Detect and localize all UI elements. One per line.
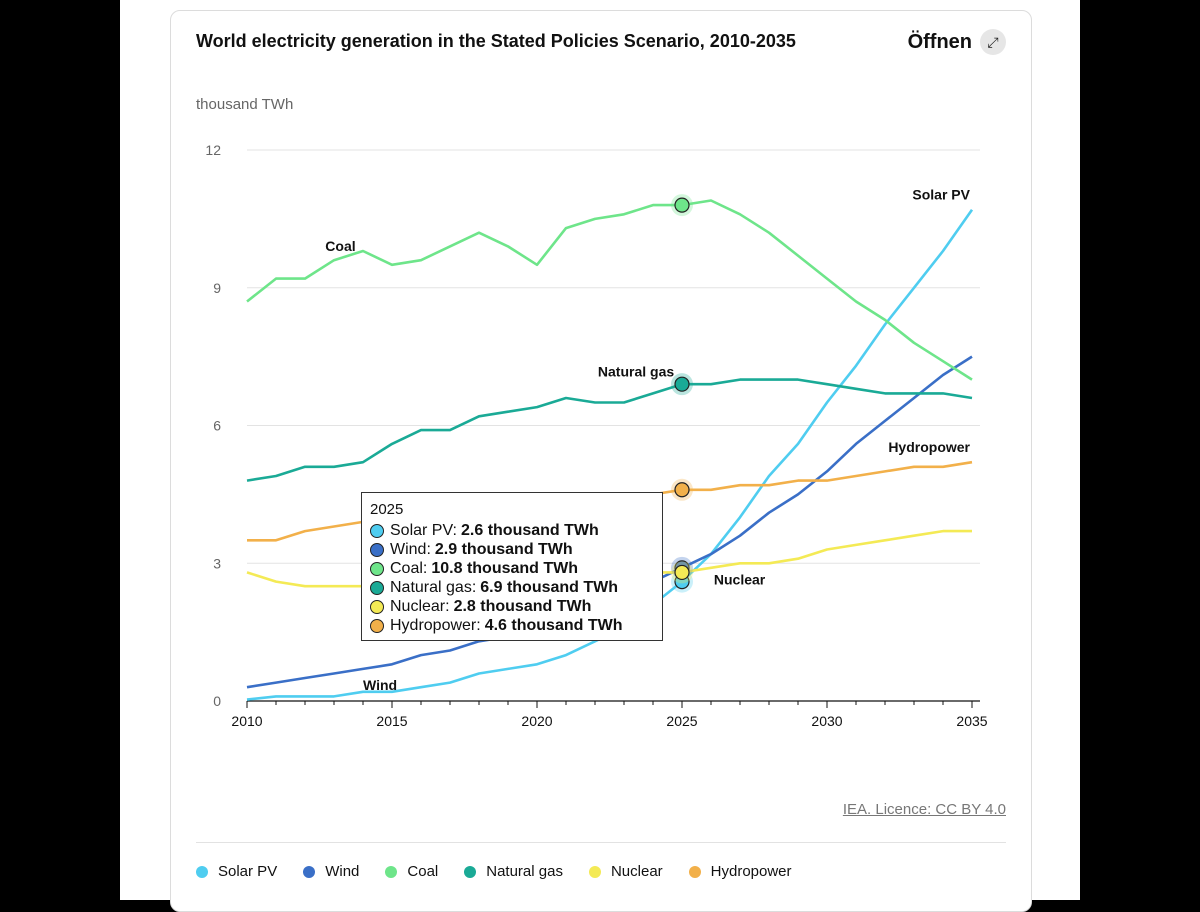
tooltip-value: 2.8 thousand TWh xyxy=(453,597,592,615)
line-chart: 0 3 6 9 12 2010 2015 2020 2025 2030 2035 Solar PV Wi… xyxy=(205,142,987,729)
tooltip-row: Wind: 2.9 thousand TWh xyxy=(370,540,654,559)
y-tick-label: 6 xyxy=(213,418,221,434)
legend-swatch xyxy=(385,865,398,878)
tooltip-value: 2.9 thousand TWh xyxy=(434,540,573,558)
legend-swatch xyxy=(196,865,208,878)
tooltip-row: Solar PV: 2.6 thousand TWh xyxy=(370,521,654,540)
legend-label: Solar PV xyxy=(218,863,278,880)
series-label-hydropower: Hydropower xyxy=(888,439,970,455)
tooltip-swatch xyxy=(370,599,384,614)
x-tick-label: 2020 xyxy=(521,713,552,729)
legend-item-nuclear[interactable]: Nuclear xyxy=(588,863,663,880)
x-tick-label: 2035 xyxy=(956,713,987,729)
tooltip-series-label: Wind: xyxy=(390,540,431,558)
data-point-hydropower-2025 xyxy=(674,482,690,498)
series-label-solar-pv: Solar PV xyxy=(912,187,970,203)
tooltip-row: Nuclear: 2.8 thousand TWh xyxy=(370,597,654,616)
tooltip-swatch xyxy=(370,523,384,538)
page: World electricity generation in the Stat… xyxy=(120,0,1080,912)
legend-item-hydropower[interactable]: Hydropower xyxy=(688,863,792,880)
legend-label: Wind xyxy=(325,863,360,880)
legend: Solar PV Wind Coal Natural gas Nuclear Hydrop… xyxy=(196,863,792,880)
tooltip-series-label: Solar PV: xyxy=(390,521,457,539)
data-point-coal-2025 xyxy=(674,197,690,213)
open-label: Öffnen xyxy=(907,30,972,53)
chart-title: World electricity generation in the Stat… xyxy=(196,31,796,51)
legend-swatch xyxy=(464,865,477,878)
tooltip-swatch xyxy=(370,618,384,633)
y-tick-label: 12 xyxy=(205,142,221,158)
tooltip-row: Natural gas: 6.9 thousand TWh xyxy=(370,578,654,597)
open-button[interactable]: Öffnen ⤢ xyxy=(908,29,1006,55)
tooltip-swatch xyxy=(370,542,384,557)
y-tick-label: 3 xyxy=(213,555,221,571)
y-axis-unit-label: thousand TWh xyxy=(196,96,294,113)
series-label-nuclear: Nuclear xyxy=(714,572,766,588)
y-tick-label: 0 xyxy=(213,693,221,709)
series-line-natural-gas xyxy=(246,378,973,482)
legend-label: Hydropower xyxy=(710,863,792,880)
tooltip-swatch xyxy=(370,580,384,595)
legend-label: Nuclear xyxy=(610,863,663,880)
x-tick-label: 2030 xyxy=(811,713,842,729)
tooltip-series-label: Hydropower: xyxy=(390,616,481,634)
licence-link[interactable]: IEA. Licence: CC BY 4.0 xyxy=(842,801,1006,818)
tooltip-series-label: Coal: xyxy=(390,559,428,577)
expand-icon: ⤢ xyxy=(980,29,1006,55)
y-tick-label: 9 xyxy=(213,280,221,296)
hover-tooltip: 2025 Solar PV: 2.6 thousand TWh Wind: 2.9 t… xyxy=(361,492,663,641)
series-label-coal: Coal xyxy=(325,238,355,254)
tooltip-row: Coal: 10.8 thousand TWh xyxy=(370,559,654,578)
data-point-natural-gas-2025 xyxy=(674,376,690,392)
legend-swatch xyxy=(688,865,701,878)
legend-item-wind[interactable]: Wind xyxy=(303,863,359,880)
tooltip-row: Hydropower: 4.6 thousand TWh xyxy=(370,616,654,635)
legend-label: Natural gas xyxy=(486,863,563,880)
legend-swatch xyxy=(303,865,316,878)
tooltip-swatch xyxy=(370,561,384,576)
tooltip-value: 2.6 thousand TWh xyxy=(461,521,599,539)
legend-item-natural-gas[interactable]: Natural gas xyxy=(464,863,563,880)
tooltip-series-label: Nuclear: xyxy=(390,597,450,615)
x-tick-label: 2025 xyxy=(666,713,697,729)
legend-item-solar-pv[interactable]: Solar PV xyxy=(196,863,277,880)
tooltip-value: 4.6 thousand TWh xyxy=(484,616,623,634)
data-point-nuclear-2025 xyxy=(674,564,690,581)
x-tick-label: 2010 xyxy=(231,713,262,729)
series-label-natural-gas: Natural gas xyxy=(598,364,674,380)
tooltip-year: 2025 xyxy=(370,501,404,518)
tooltip-series-label: Natural gas: xyxy=(390,578,477,596)
tooltip-value: 6.9 thousand TWh xyxy=(480,578,619,596)
x-tick-label: 2015 xyxy=(376,713,407,729)
legend-label: Coal xyxy=(407,863,439,880)
legend-divider xyxy=(196,842,1006,843)
tooltip-value: 10.8 thousand TWh xyxy=(431,559,579,577)
series-label-wind: Wind xyxy=(363,677,397,693)
legend-item-coal[interactable]: Coal xyxy=(385,863,438,880)
legend-swatch xyxy=(588,865,601,878)
chart-card: World electricity generation in the Stat… xyxy=(170,10,1032,912)
series-line-coal xyxy=(246,199,973,381)
